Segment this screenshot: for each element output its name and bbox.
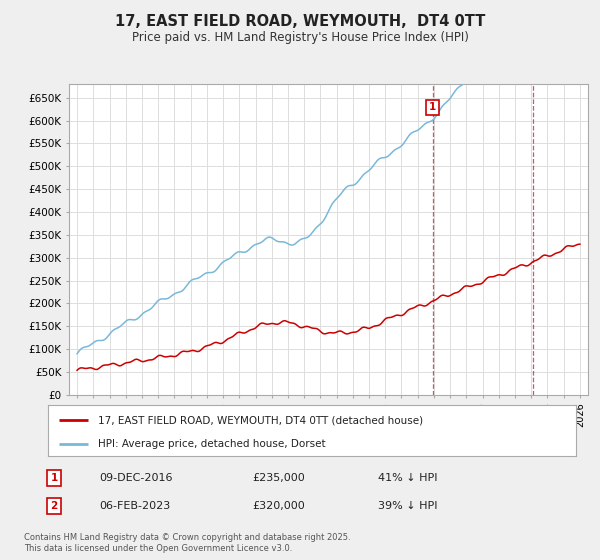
Text: 2: 2 — [50, 501, 58, 511]
Text: 39% ↓ HPI: 39% ↓ HPI — [378, 501, 437, 511]
Text: £235,000: £235,000 — [252, 473, 305, 483]
Text: 1: 1 — [50, 473, 58, 483]
Text: 17, EAST FIELD ROAD, WEYMOUTH, DT4 0TT (detached house): 17, EAST FIELD ROAD, WEYMOUTH, DT4 0TT (… — [98, 416, 423, 426]
Text: Contains HM Land Registry data © Crown copyright and database right 2025.
This d: Contains HM Land Registry data © Crown c… — [24, 533, 350, 553]
Text: £320,000: £320,000 — [252, 501, 305, 511]
Text: Price paid vs. HM Land Registry's House Price Index (HPI): Price paid vs. HM Land Registry's House … — [131, 31, 469, 44]
Text: HPI: Average price, detached house, Dorset: HPI: Average price, detached house, Dors… — [98, 438, 326, 449]
Text: 41% ↓ HPI: 41% ↓ HPI — [378, 473, 437, 483]
Text: 06-FEB-2023: 06-FEB-2023 — [99, 501, 170, 511]
Text: 09-DEC-2016: 09-DEC-2016 — [99, 473, 173, 483]
Text: 1: 1 — [429, 102, 436, 113]
Text: 17, EAST FIELD ROAD, WEYMOUTH,  DT4 0TT: 17, EAST FIELD ROAD, WEYMOUTH, DT4 0TT — [115, 14, 485, 29]
